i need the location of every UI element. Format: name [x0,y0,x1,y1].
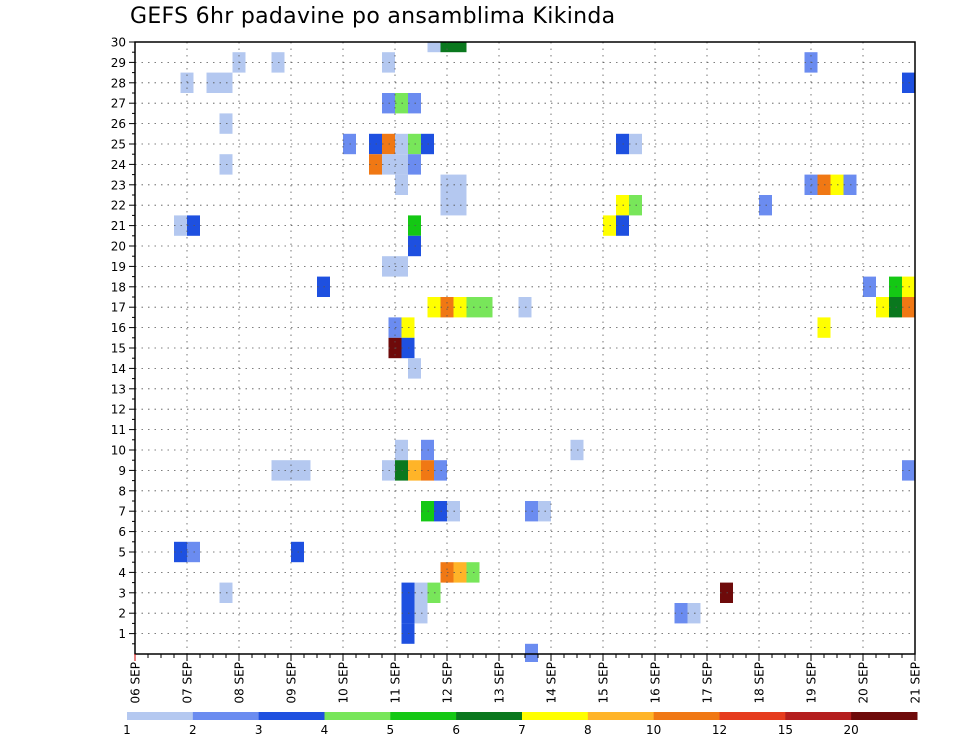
y-tick-label: 15 [111,342,126,356]
colorbar-label: 20 [844,723,859,737]
colorbar-label: 8 [584,723,592,737]
colorbar-swatch [456,712,523,720]
colorbar-label: 3 [255,723,263,737]
y-tick-label: 16 [111,321,126,335]
colorbar-swatch [127,712,194,720]
colorbar-swatch [851,712,918,720]
colorbar-swatch [522,712,589,720]
y-tick-label: 17 [111,301,126,315]
x-tick-label: 17 SEP [701,662,715,704]
x-tick-label: 19 SEP [805,662,819,704]
x-tick-label: 13 SEP [493,662,507,704]
y-tick-label: 1 [118,627,126,641]
y-tick-label: 20 [111,240,126,254]
heatmap-cell [453,42,467,53]
heatmap-cell [440,42,454,53]
colorbar-label: 5 [387,723,395,737]
y-tick-label: 14 [111,362,126,376]
y-tick-label: 7 [118,505,126,519]
chart-title: GEFS 6hr padavine po ansamblima Kikinda [130,4,616,29]
y-tick-label: 8 [118,484,126,498]
x-tick-label: 21 SEP [909,662,923,704]
y-tick-label: 28 [111,76,126,90]
y-tick-label: 19 [111,260,126,274]
x-tick-label: 15 SEP [597,662,611,704]
heatmap-cell [427,42,441,53]
x-axis: 06 SEP 07 SEP 08 SEP 09 SEP 10 SEP 11 SEP 12 S… [129,654,923,704]
y-tick-label: 24 [111,158,126,172]
x-tick-label: 09 SEP [285,662,299,704]
colorbar-swatch [653,712,720,720]
x-tick-label: 16 SEP [649,662,663,704]
x-tick-label: 08 SEP [233,662,247,704]
colorbar-label: 4 [321,723,329,737]
y-tick-label: 12 [111,403,126,417]
y-tick-label: 23 [111,178,126,192]
heatmap-cell [525,643,538,662]
colorbar-swatch [785,712,852,720]
colorbar-label: 1 [123,723,131,737]
y-tick-label: 4 [118,566,126,580]
colorbar-label: 12 [712,723,727,737]
y-tick-label: 22 [111,199,126,213]
x-tick-label: 12 SEP [441,662,455,704]
y-tick-label: 21 [111,219,126,233]
colorbar-swatch [324,712,391,720]
y-tick-label: 29 [111,56,126,70]
cells-layer [174,42,915,662]
colorbar-label: 15 [778,723,793,737]
colorbar-swatch [192,712,260,720]
colorbar-label: 2 [189,723,197,737]
y-tick-label: 9 [118,464,126,478]
y-tick-label: 5 [118,546,126,560]
y-tick-label: 30 [111,36,126,50]
x-tick-label: 18 SEP [753,662,767,704]
y-tick-label: 26 [111,117,126,131]
y-tick-label: 13 [111,382,126,396]
colorbar-swatch [587,712,655,720]
x-tick-label: 06 SEP [129,662,143,704]
colorbar: 1 2 3 4 5 6 7 8 10 12 15 20 [123,712,918,737]
y-tick-label: 18 [111,280,126,294]
x-tick-label: 10 SEP [337,662,351,704]
colorbar-label: 10 [646,723,661,737]
y-tick-label: 6 [118,525,126,539]
x-tick-label: 07 SEP [181,662,195,704]
colorbar-swatch [719,712,786,720]
y-axis: 1234567891011121314151617181920212223242… [111,36,135,645]
y-tick-label: 3 [118,586,126,600]
colorbar-swatch [258,712,325,720]
y-tick-label: 10 [111,444,126,458]
y-tick-label: 11 [111,423,126,437]
colorbar-swatch [390,712,457,720]
colorbar-label: 6 [452,723,460,737]
y-tick-label: 25 [111,138,126,152]
x-tick-label: 11 SEP [389,662,403,704]
grid-layer [135,42,915,654]
x-tick-label: 14 SEP [545,662,559,704]
colorbar-label: 7 [518,723,526,737]
y-tick-label: 2 [118,607,126,621]
x-tick-label: 20 SEP [857,662,871,704]
y-tick-label: 27 [111,97,126,111]
